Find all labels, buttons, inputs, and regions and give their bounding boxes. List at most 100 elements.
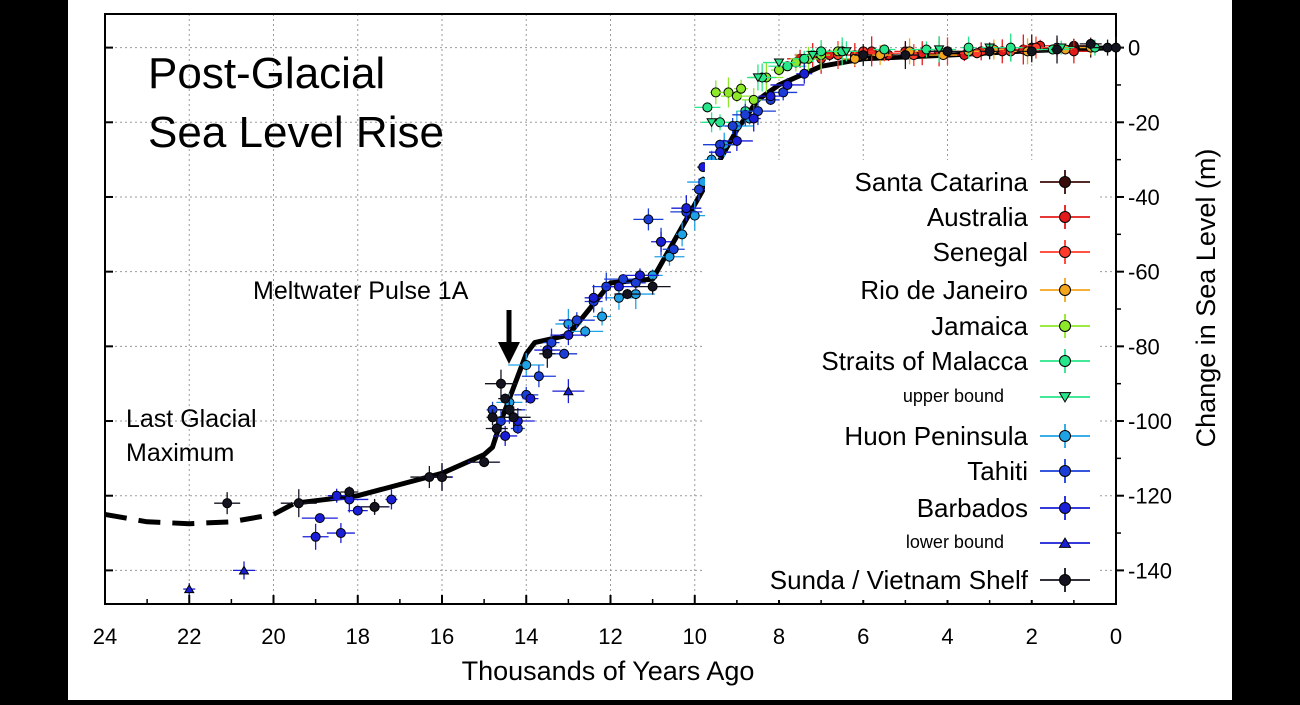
- data-points: [183, 33, 1124, 596]
- lgm-dashed-curve: [104, 500, 296, 527]
- data-point: [647, 281, 658, 292]
- data-point: [386, 494, 397, 505]
- data-point: [559, 348, 570, 359]
- data-point: [521, 360, 532, 371]
- x-tick-label: 14: [514, 624, 538, 649]
- data-point: [963, 42, 974, 53]
- data-point: [183, 584, 195, 594]
- x-tick-label: 8: [773, 624, 785, 649]
- y-tick-label: -100: [1128, 409, 1172, 434]
- data-point: [1111, 42, 1121, 53]
- data-point: [748, 94, 759, 105]
- data-point: [487, 412, 498, 423]
- data-point: [1026, 46, 1037, 57]
- x-tick-label: 24: [93, 624, 117, 649]
- y-tick-label: -40: [1128, 185, 1160, 210]
- data-point: [634, 270, 645, 281]
- data-point: [613, 292, 624, 303]
- x-tick-label: 18: [346, 624, 370, 649]
- legend-marker: [1059, 465, 1071, 477]
- data-point: [727, 121, 738, 132]
- data-point: [736, 83, 747, 94]
- legend-label: Rio de Janeiro: [860, 275, 1028, 305]
- data-point: [841, 47, 852, 57]
- annotation-meltwater-pulse: Meltwater Pulse 1A: [253, 277, 469, 305]
- x-tick-label: 22: [177, 624, 201, 649]
- data-point: [748, 113, 759, 124]
- data-point: [500, 430, 511, 441]
- data-point: [618, 274, 629, 285]
- data-point: [773, 58, 785, 68]
- data-point: [849, 53, 860, 64]
- data-point: [479, 457, 490, 468]
- y-tick-label: -80: [1128, 334, 1160, 359]
- data-point: [437, 472, 447, 483]
- data-point: [344, 486, 355, 497]
- x-tick-label: 10: [683, 624, 707, 649]
- data-point: [971, 48, 982, 59]
- data-point: [782, 61, 793, 72]
- data-point: [1085, 38, 1096, 49]
- data-point: [664, 251, 675, 262]
- legend-label: Senegal: [933, 237, 1028, 267]
- x-tick-labels: 24 22 20 18 16 14 12 10 8 6 4 2 0: [93, 624, 1122, 649]
- x-axis-label: Thousands of Years Ago: [462, 656, 755, 686]
- legend-marker: [1059, 502, 1071, 514]
- x-tick-label: 12: [598, 624, 622, 649]
- data-point: [765, 91, 776, 102]
- data-point: [778, 87, 789, 98]
- data-point: [942, 46, 953, 57]
- data-point: [613, 281, 624, 292]
- data-point: [495, 378, 506, 389]
- data-point: [782, 79, 793, 90]
- legend-background: [705, 160, 1100, 600]
- data-point: [222, 498, 233, 509]
- data-point: [702, 102, 713, 113]
- legend-label: lower bound: [906, 532, 1004, 552]
- legend: Santa Catarina Australia Senegal Rio de Jan…: [705, 160, 1100, 600]
- legend-marker: [1059, 284, 1071, 296]
- y-tick-label: -60: [1128, 260, 1160, 285]
- data-point: [706, 118, 717, 128]
- data-point: [668, 244, 679, 255]
- legend-label: Huon Peninsula: [844, 421, 1028, 451]
- legend-label: Australia: [927, 202, 1029, 232]
- data-point: [858, 50, 869, 61]
- series-lower-bound: [183, 379, 585, 596]
- data-point: [238, 565, 250, 575]
- data-point: [310, 531, 321, 542]
- data-point: [630, 277, 641, 288]
- x-tick-label: 4: [941, 624, 953, 649]
- data-point: [681, 203, 692, 214]
- data-point: [984, 46, 995, 57]
- x-tick-label: 16: [430, 624, 454, 649]
- legend-label: Sunda / Vietnam Shelf: [770, 565, 1029, 595]
- legend-marker: [1059, 430, 1071, 442]
- legend-marker: [1059, 246, 1071, 258]
- data-point: [331, 490, 342, 501]
- data-point: [1005, 42, 1016, 53]
- meltwater-arrow: [498, 310, 520, 364]
- legend-label: upper bound: [903, 386, 1004, 406]
- legend-label: Tahiti: [967, 456, 1028, 486]
- data-point: [879, 44, 890, 55]
- data-point: [740, 109, 751, 120]
- data-point: [563, 330, 574, 341]
- data-point: [656, 236, 667, 247]
- data-point: [731, 135, 742, 146]
- data-point: [933, 45, 945, 55]
- legend-marker: [1058, 392, 1072, 403]
- y-tick-label: -140: [1128, 558, 1172, 583]
- data-point: [752, 73, 764, 83]
- y-tick-label: 0: [1128, 36, 1140, 61]
- y-tick-label: -120: [1128, 484, 1172, 509]
- tick-marks: [104, 46, 1124, 604]
- legend-label: Jamaica: [931, 311, 1028, 341]
- data-point: [542, 348, 553, 359]
- data-point: [588, 292, 599, 303]
- data-point: [799, 53, 810, 64]
- data-point: [335, 528, 346, 539]
- x-tick-label: 20: [261, 624, 285, 649]
